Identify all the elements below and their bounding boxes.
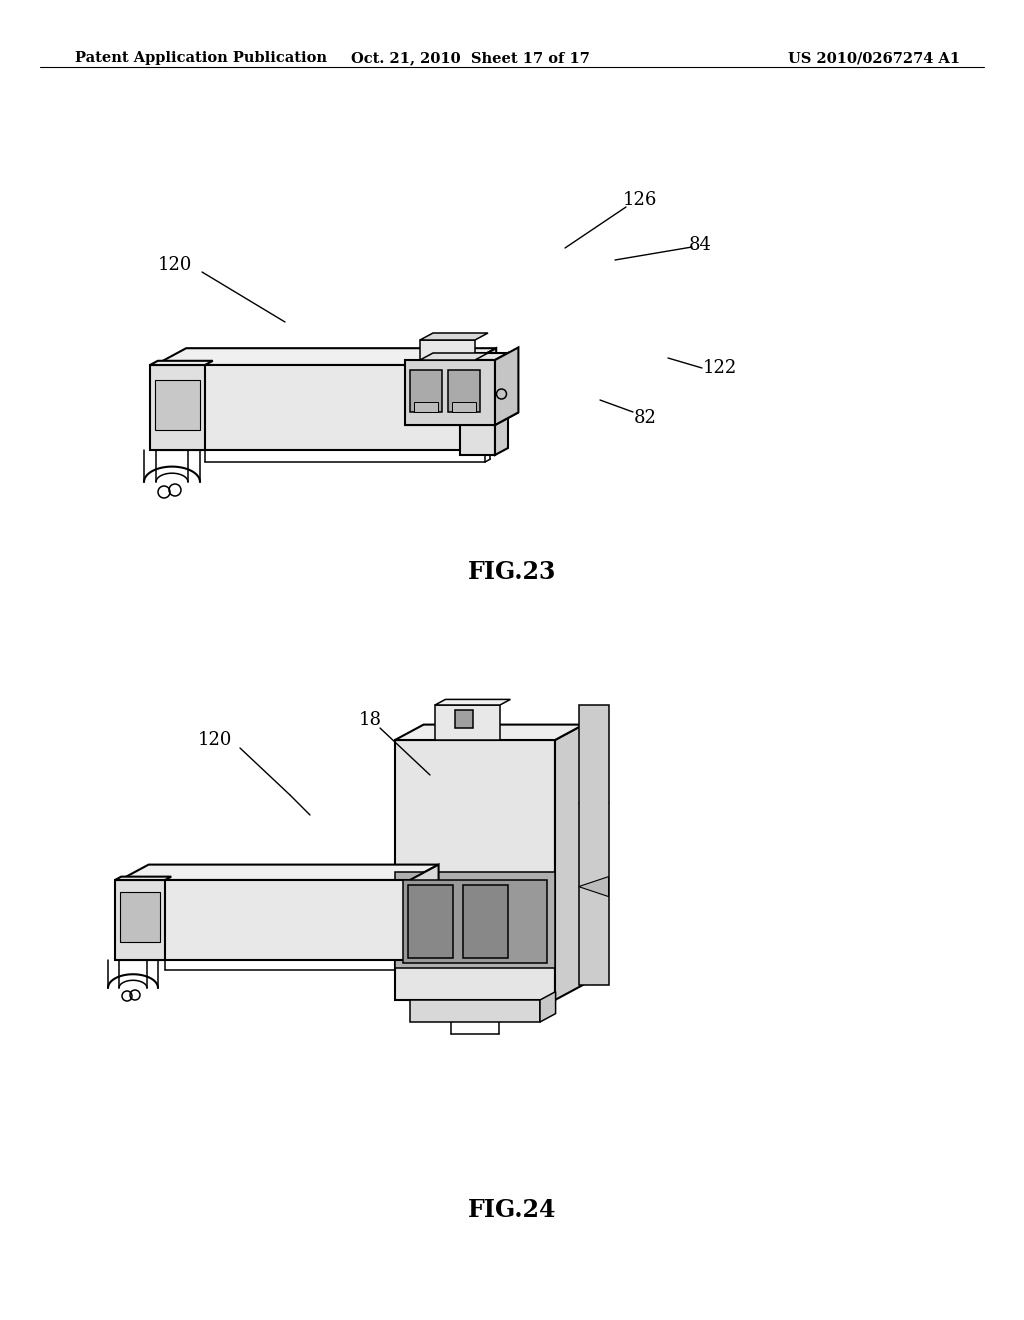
Polygon shape <box>463 884 508 958</box>
Polygon shape <box>435 705 500 741</box>
Polygon shape <box>408 884 453 958</box>
Polygon shape <box>420 333 488 341</box>
Polygon shape <box>495 352 508 455</box>
Polygon shape <box>579 705 608 985</box>
Polygon shape <box>420 341 475 360</box>
Polygon shape <box>410 865 438 960</box>
Polygon shape <box>120 880 410 960</box>
Text: FIG.24: FIG.24 <box>468 1199 556 1222</box>
Polygon shape <box>465 348 497 450</box>
Text: 82: 82 <box>634 409 656 426</box>
Text: Patent Application Publication: Patent Application Publication <box>75 51 327 65</box>
Text: 120: 120 <box>198 731 232 748</box>
Polygon shape <box>395 741 555 1001</box>
Polygon shape <box>120 865 438 880</box>
Polygon shape <box>420 352 488 360</box>
Text: 122: 122 <box>702 359 737 378</box>
Polygon shape <box>540 991 556 1022</box>
Polygon shape <box>406 360 495 425</box>
Text: 18: 18 <box>358 711 382 729</box>
Polygon shape <box>460 360 495 455</box>
Polygon shape <box>155 380 200 430</box>
Polygon shape <box>495 347 518 425</box>
Text: 84: 84 <box>688 236 712 253</box>
Polygon shape <box>115 880 165 960</box>
Polygon shape <box>155 366 465 450</box>
Polygon shape <box>403 880 547 964</box>
Text: 120: 120 <box>158 256 193 275</box>
Polygon shape <box>150 366 205 450</box>
Polygon shape <box>115 876 171 880</box>
Polygon shape <box>410 1001 540 1022</box>
Polygon shape <box>449 370 480 412</box>
Polygon shape <box>410 370 442 412</box>
Polygon shape <box>406 412 518 425</box>
Polygon shape <box>150 360 213 366</box>
Polygon shape <box>395 725 584 741</box>
Polygon shape <box>452 403 476 412</box>
Polygon shape <box>579 876 608 896</box>
Text: US 2010/0267274 A1: US 2010/0267274 A1 <box>787 51 961 65</box>
Polygon shape <box>460 352 508 360</box>
Polygon shape <box>155 348 497 366</box>
Polygon shape <box>414 403 438 412</box>
Polygon shape <box>435 700 510 705</box>
Polygon shape <box>120 892 160 942</box>
Polygon shape <box>555 725 584 1001</box>
Text: 126: 126 <box>623 191 657 209</box>
Text: Oct. 21, 2010  Sheet 17 of 17: Oct. 21, 2010 Sheet 17 of 17 <box>350 51 590 65</box>
Polygon shape <box>455 710 472 729</box>
Polygon shape <box>395 873 555 968</box>
Text: FIG.23: FIG.23 <box>468 560 556 583</box>
